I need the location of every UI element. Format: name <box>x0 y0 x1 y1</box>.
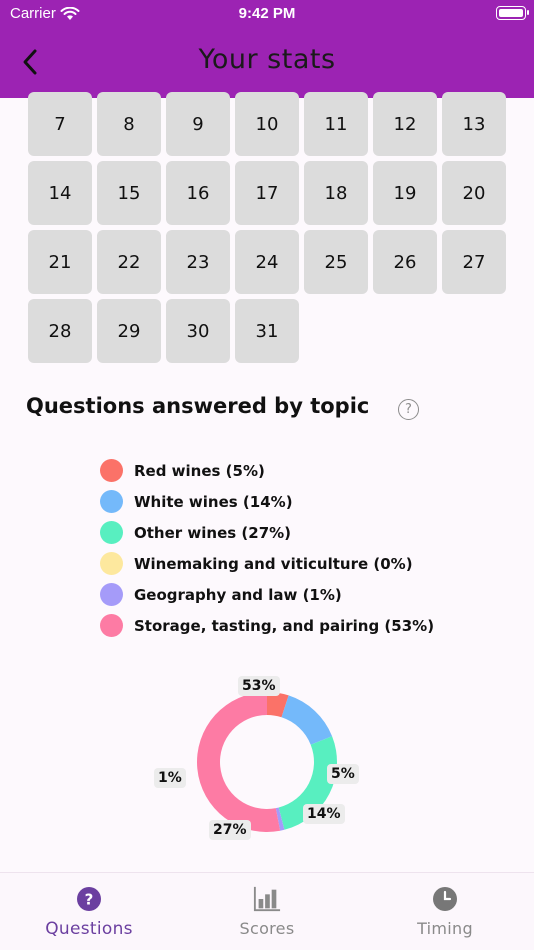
calendar-day[interactable]: 23 <box>166 230 230 294</box>
tab-label-timing: Timing <box>417 919 473 938</box>
calendar-day[interactable]: 14 <box>28 161 92 225</box>
legend-swatch <box>100 459 123 482</box>
legend-swatch <box>100 552 123 575</box>
calendar-day[interactable]: 26 <box>373 230 437 294</box>
legend-item: Other wines (27%) <box>100 521 291 544</box>
calendar-day[interactable]: 20 <box>442 161 506 225</box>
donut-slice <box>278 736 337 830</box>
question-circle-icon: ? <box>75 885 103 913</box>
legend-item: Storage, tasting, and pairing (53%) <box>100 614 434 637</box>
calendar-day[interactable]: 27 <box>442 230 506 294</box>
legend-label: Storage, tasting, and pairing (53%) <box>134 616 435 635</box>
bar-chart-icon <box>253 885 281 913</box>
tab-label-questions: Questions <box>45 919 133 939</box>
wifi-icon <box>60 6 80 20</box>
calendar-day[interactable]: 7 <box>28 92 92 156</box>
calendar-day[interactable]: 11 <box>304 92 368 156</box>
calendar-day[interactable]: 9 <box>166 92 230 156</box>
help-icon[interactable]: ? <box>398 399 419 420</box>
battery-icon <box>496 6 529 20</box>
calendar-day[interactable]: 8 <box>97 92 161 156</box>
donut-data-label: 5% <box>327 764 359 784</box>
calendar-day[interactable]: 12 <box>373 92 437 156</box>
calendar-day[interactable]: 21 <box>28 230 92 294</box>
calendar-day[interactable]: 22 <box>97 230 161 294</box>
calendar-day[interactable]: 10 <box>235 92 299 156</box>
status-bar: Carrier 9:42 PM <box>0 0 534 30</box>
legend-item: Winemaking and viticulture (0%) <box>100 552 413 575</box>
svg-text:?: ? <box>85 891 94 909</box>
calendar-day[interactable]: 16 <box>166 161 230 225</box>
legend-label: Geography and law (1%) <box>134 585 342 604</box>
donut-data-label: 27% <box>209 820 251 840</box>
legend-label: Other wines (27%) <box>134 523 292 542</box>
legend-swatch <box>100 490 123 513</box>
chevron-left-icon <box>23 49 37 75</box>
donut-slice <box>275 807 285 831</box>
donut-slice <box>196 692 281 832</box>
tab-questions[interactable]: ? Questions <box>0 873 178 950</box>
donut-slice <box>281 695 333 745</box>
calendar-day[interactable]: 17 <box>235 161 299 225</box>
calendar-day[interactable]: 15 <box>97 161 161 225</box>
donut-data-label: 53% <box>238 676 280 696</box>
legend-swatch <box>100 614 123 637</box>
donut-slice <box>267 692 289 718</box>
calendar-day[interactable]: 30 <box>166 299 230 363</box>
status-time: 9:42 PM <box>238 5 296 22</box>
legend-label: Red wines (5%) <box>134 461 265 480</box>
help-icon-glyph: ? <box>405 402 412 417</box>
legend-swatch <box>100 583 123 606</box>
legend-item: Red wines (5%) <box>100 459 265 482</box>
legend-label: White wines (14%) <box>134 492 293 511</box>
calendar-day[interactable]: 24 <box>235 230 299 294</box>
carrier-label: Carrier <box>10 5 56 22</box>
clock-icon <box>431 885 459 913</box>
tab-scores[interactable]: Scores <box>178 873 356 950</box>
tab-bar: ? Questions Scores Timing <box>0 872 534 950</box>
header: Carrier 9:42 PM Your stats <box>0 0 534 98</box>
legend-item: White wines (14%) <box>100 490 293 513</box>
back-button[interactable] <box>14 44 46 80</box>
calendar-day[interactable]: 31 <box>235 299 299 363</box>
legend-swatch <box>100 521 123 544</box>
donut-svg <box>196 692 337 832</box>
legend-label: Winemaking and viticulture (0%) <box>134 554 413 573</box>
calendar-day[interactable]: 18 <box>304 161 368 225</box>
tab-timing[interactable]: Timing <box>356 873 534 950</box>
calendar-day[interactable]: 28 <box>28 299 92 363</box>
donut-data-label: 14% <box>303 804 345 824</box>
calendar-day[interactable]: 29 <box>97 299 161 363</box>
calendar-day[interactable]: 25 <box>304 230 368 294</box>
tab-label-scores: Scores <box>239 919 295 938</box>
legend-item: Geography and law (1%) <box>100 583 342 606</box>
section-title: Questions answered by topic <box>26 394 370 418</box>
page-title: Your stats <box>198 44 336 75</box>
calendar-day[interactable]: 13 <box>442 92 506 156</box>
donut-data-label: 1% <box>154 768 186 788</box>
calendar-day[interactable]: 19 <box>373 161 437 225</box>
carrier: Carrier <box>10 5 80 22</box>
topic-donut-chart: 5% 14% 27% 1% 53% <box>150 660 390 860</box>
